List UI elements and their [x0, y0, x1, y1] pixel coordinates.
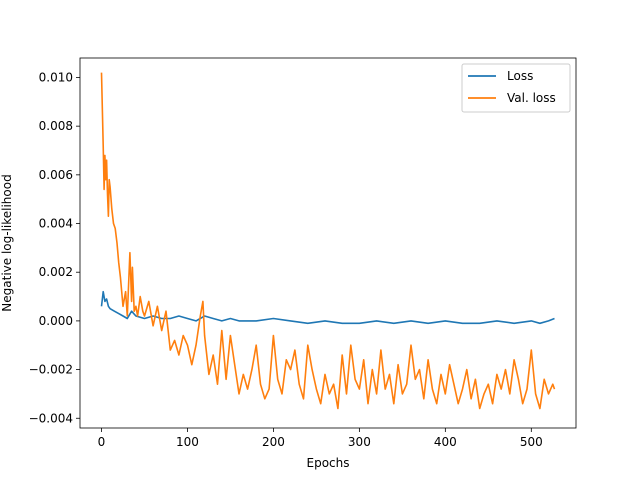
- legend: Loss Val. loss: [461, 63, 571, 113]
- x-axis-ticks: 0 100 200 300 400 500: [98, 428, 543, 449]
- x-tick-label: 400: [434, 435, 457, 449]
- series-line-loss: [100, 290, 555, 325]
- x-tick-label: 200: [262, 435, 285, 449]
- series-group: [100, 72, 556, 410]
- y-tick-label: 0.008: [39, 119, 73, 133]
- y-tick-label: 0.002: [39, 265, 73, 279]
- x-tick-label: 500: [520, 435, 543, 449]
- x-tick-label: 300: [348, 435, 371, 449]
- y-tick-label: 0.010: [39, 70, 73, 84]
- y-tick-label: 0.004: [39, 217, 73, 231]
- legend-label-loss: Loss: [507, 69, 533, 83]
- y-tick-label: −0.002: [29, 363, 73, 377]
- legend-label-val-loss: Val. loss: [507, 91, 556, 105]
- plot-area: [80, 58, 576, 428]
- x-tick-label: 0: [98, 435, 106, 449]
- x-axis-label: Epochs: [307, 456, 350, 470]
- plot-frame: [79, 57, 577, 429]
- x-tick-label: 100: [176, 435, 199, 449]
- y-tick-label: −0.004: [29, 411, 73, 425]
- y-axis-ticks: −0.004 −0.002 0.000 0.002 0.004 0.006 0.008 0.0…: [29, 70, 80, 425]
- series-line-val-loss: [100, 72, 556, 410]
- y-tick-label: 0.006: [39, 168, 73, 182]
- y-tick-label: 0.000: [39, 314, 73, 328]
- y-axis-label: Negative log-likelihood: [0, 174, 14, 311]
